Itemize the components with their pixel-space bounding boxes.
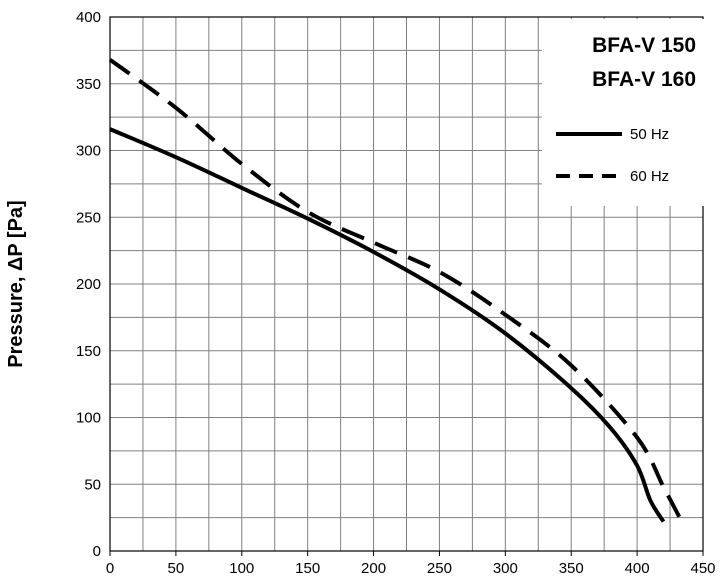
x-tick-label: 100 [229, 560, 254, 577]
x-tick-label: 400 [625, 560, 650, 577]
series-line-60-hz [108, 58, 685, 526]
curves [108, 58, 685, 526]
x-tick-label: 450 [690, 560, 715, 577]
y-tick-label: 100 [76, 410, 101, 427]
y-tick-label: 400 [76, 9, 101, 26]
legend-label-60hz: 60 Hz [630, 168, 669, 185]
x-tick-label: 50 [168, 560, 185, 577]
series-line-50-hz [109, 127, 666, 523]
y-tick-label: 150 [76, 343, 101, 360]
plot-frame [109, 16, 704, 552]
y-tick-label: 300 [76, 143, 101, 160]
x-tick-label: 0 [106, 560, 114, 577]
y-tick-label: 50 [84, 476, 101, 493]
model-label-2: BFA-V 160 [592, 68, 696, 91]
legend-label-50hz: 50 Hz [630, 126, 669, 143]
y-tick-label: 200 [76, 276, 101, 293]
model-label-1: BFA-V 150 [592, 34, 696, 57]
y-tick-label: 0 [93, 543, 101, 560]
y-axis-label: Pressure, ΔP [Pa] [5, 200, 27, 367]
legend-box: BFA-V 150 BFA-V 160 50 Hz 60 Hz [542, 19, 706, 206]
x-tick-label: 150 [295, 560, 320, 577]
x-tick-label: 350 [559, 560, 584, 577]
x-tick-label: 250 [427, 560, 452, 577]
axis-tick-labels: 0 50 100 150 200 250 300 350 400 450 0 50 100 150 200 2… [76, 9, 716, 577]
y-tick-label: 350 [76, 76, 101, 93]
x-tick-label: 200 [361, 560, 386, 577]
x-tick-label: 300 [493, 560, 518, 577]
y-tick-label: 250 [76, 209, 101, 226]
